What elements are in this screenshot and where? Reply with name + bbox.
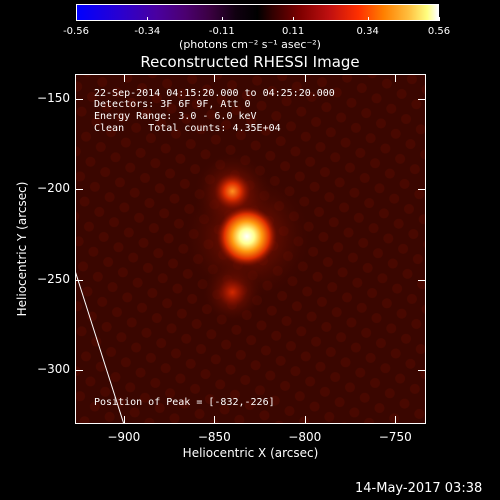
colorbar-tick-label: -0.34 [134,26,161,37]
y-tick [418,189,426,191]
colorbar [76,4,439,21]
x-tick [123,74,125,82]
y-tick [75,369,83,371]
chart-title: Reconstructed RHESSI Image [140,53,360,71]
y-tick-label: −250 [37,271,70,286]
y-tick-label: −200 [37,181,70,196]
colorbar-tick-label: -0.11 [208,26,235,37]
y-tick-label: −300 [37,361,70,376]
source [218,278,247,307]
x-tick [304,74,306,82]
x-tick-label: −850 [197,430,231,444]
x-tick-label: −750 [378,430,412,444]
x-tick-label: −800 [288,430,322,444]
colorbar-tick-label: 0.34 [356,26,379,37]
footer-date: 14-May-2017 03:38 [355,481,483,496]
annotation-method: Clean Total counts: 4.35E+04 [94,123,281,134]
source [214,173,251,210]
y-tick [75,189,83,191]
y-tick [418,99,426,101]
y-tick [75,99,83,101]
x-tick [304,416,306,424]
y-tick [75,279,83,281]
x-axis-label: Heliocentric X (arcsec) [182,446,319,460]
limb-line [75,270,125,424]
heatmap-image [75,74,426,424]
annotation-time: 22-Sep-2014 04:15:20.000 to 04:25:20.000 [94,88,335,99]
y-tick [418,279,426,281]
colorbar-tick [76,17,77,21]
colorbar-tick [293,17,295,21]
x-tick [395,416,397,424]
x-tick [123,416,125,424]
colorbar-tick [439,17,440,21]
colorbar-tick-label: -0.56 [63,26,89,37]
y-tick-label: −150 [37,91,70,106]
x-tick [395,74,397,82]
y-axis-label: Heliocentric Y (arcsec) [15,181,29,317]
colorbar-units: (photons cm⁻² s⁻¹ asec⁻²) [179,38,321,51]
annotation-detectors: Detectors: 3F 6F 9F, Att 0 [94,99,251,110]
annotation-energy: Energy Range: 3.0 - 6.0 keV [94,111,257,122]
colorbar-tick [367,17,369,21]
colorbar-tick [147,17,149,21]
plot-frame [75,74,426,424]
colorbar-tick [221,17,223,21]
x-tick [214,74,216,82]
colorbar-tick-label: 0.11 [282,26,305,37]
annotation-peak: Position of Peak = [-832,-226] [94,397,275,408]
plot-area [75,74,426,424]
peak-source [216,206,277,267]
x-tick-label: −900 [107,430,141,444]
colorbar-tick-label: 0.56 [427,26,451,37]
x-tick [214,416,216,424]
y-tick [418,369,426,371]
